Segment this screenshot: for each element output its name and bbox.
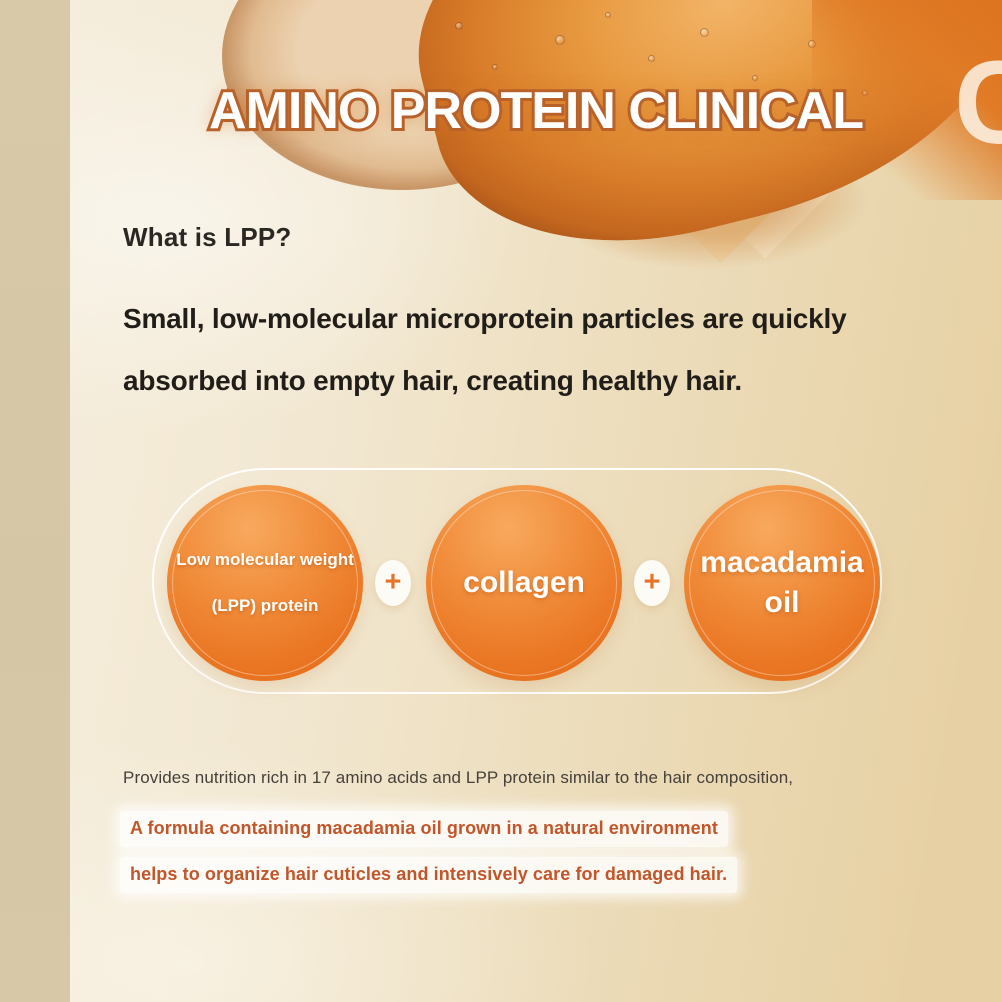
- ingredient-label: collagen: [463, 565, 585, 599]
- bubble: [455, 22, 463, 30]
- description-line-2: absorbed into empty hair, creating healt…: [123, 365, 743, 396]
- bubble: [605, 12, 611, 18]
- bubble: [700, 28, 709, 37]
- footer-line-3-highlighted: helps to organize hair cuticles and inte…: [120, 857, 738, 893]
- footer-line-2-highlighted: A formula containing macadamia oil grown…: [120, 811, 728, 847]
- ingredient-circle-lpp-protein: Low molecular weight (LPP) protein: [167, 485, 363, 681]
- question-heading: What is LPP?: [123, 222, 292, 252]
- bubble: [555, 35, 565, 45]
- title-text: AMINO PROTEIN CLINICAL: [209, 82, 864, 140]
- ingredient-circle-macadamia-oil: macadamia oil: [684, 485, 880, 681]
- ingredient-circle-collagen: collagen: [426, 485, 622, 681]
- plus-icon: +: [375, 560, 411, 606]
- ingredient-label: (LPP) protein: [211, 595, 319, 615]
- ingredient-label: oil: [764, 586, 800, 619]
- page-title: AMINO PROTEIN CLINICAL AMINO PROTEIN CLI…: [70, 80, 1002, 142]
- ingredient-label: Low molecular weight: [176, 549, 354, 569]
- bubble: [648, 55, 655, 62]
- description-line-1: Small, low-molecular microprotein partic…: [123, 303, 847, 334]
- ingredients-panel: Low molecular weight (LPP) protein + col…: [152, 468, 882, 694]
- ingredient-label: macadamia: [700, 545, 864, 579]
- plus-icon: +: [634, 560, 670, 606]
- footer-line-1: Provides nutrition rich in 17 amino acid…: [123, 768, 794, 787]
- bubble: [492, 64, 498, 70]
